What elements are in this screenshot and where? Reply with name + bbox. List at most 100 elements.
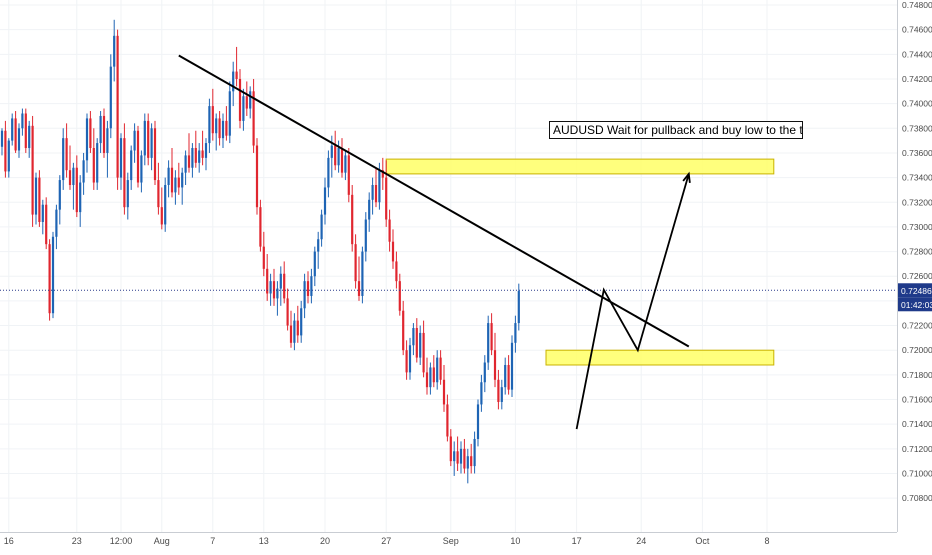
candle-body <box>456 451 459 464</box>
candle-body <box>368 199 371 220</box>
candle-body <box>170 167 174 193</box>
candle-body <box>187 155 191 168</box>
y-tick-label: 0.72800 <box>902 247 932 257</box>
candle-body <box>432 367 435 383</box>
candle-body <box>357 281 361 296</box>
candle-body <box>232 71 235 92</box>
candle-body <box>7 140 10 172</box>
candle-body <box>143 120 146 156</box>
candle-body <box>215 118 218 134</box>
candle-body <box>194 148 197 163</box>
candle-body <box>75 167 78 213</box>
candle-body <box>344 155 347 173</box>
candle-body <box>245 96 248 109</box>
candle-body <box>62 138 65 181</box>
candle-body <box>402 310 405 351</box>
candle-layer <box>0 19 520 484</box>
candle-body <box>405 350 408 373</box>
y-tick-label: 0.74200 <box>902 74 932 84</box>
candle-body <box>442 379 446 405</box>
candle-body <box>208 106 211 144</box>
candle-body <box>89 118 92 149</box>
supply-demand-zone <box>545 349 775 366</box>
zone-layer <box>385 158 775 366</box>
y-tick-label: 0.70800 <box>902 493 932 503</box>
countdown-label: 01:42:03 <box>901 300 932 310</box>
candle-body <box>116 35 119 178</box>
candle-body <box>507 364 510 390</box>
y-tick-label: 0.71400 <box>902 419 932 429</box>
candle-body <box>463 448 466 469</box>
x-tick-label: Aug <box>154 536 170 546</box>
candle-body <box>51 236 55 314</box>
candle-body <box>191 148 194 168</box>
candle-body <box>198 150 201 163</box>
candle-body <box>391 241 395 262</box>
candle-body <box>306 281 310 296</box>
candle-body <box>181 172 184 188</box>
candle-body <box>419 332 422 358</box>
candle-body <box>238 78 242 121</box>
candle-body <box>126 180 129 208</box>
x-tick-label: 7 <box>210 536 215 546</box>
x-tick-label: 16 <box>4 536 14 546</box>
candle-body <box>204 143 208 158</box>
candle-body <box>14 118 17 151</box>
candle-body <box>106 128 109 153</box>
candle-body <box>31 125 34 215</box>
candle-body <box>99 115 102 144</box>
candle-body <box>147 120 150 158</box>
candle-body <box>446 404 449 437</box>
candle-body <box>45 204 48 245</box>
y-tick-label: 0.73600 <box>902 148 932 158</box>
y-tick-label: 0.74400 <box>902 49 932 59</box>
candle-body <box>140 155 143 183</box>
y-tick-label: 0.74800 <box>902 0 932 10</box>
candle-body <box>113 35 116 67</box>
candle-body <box>361 251 364 296</box>
candle-body <box>136 130 140 183</box>
candle-body <box>164 184 167 225</box>
x-tick-label: 10 <box>510 536 520 546</box>
candle-body <box>364 219 367 252</box>
candle-body <box>504 364 507 388</box>
candle-body <box>201 150 204 158</box>
y-tick-label: 0.73400 <box>902 173 932 183</box>
candle-body <box>487 323 490 363</box>
countdown-tag <box>898 297 932 312</box>
candle-body <box>425 372 429 388</box>
candle-body <box>79 182 82 213</box>
candle-body <box>466 456 469 469</box>
annotation-label[interactable]: AUDUSD Wait for pullback and buy low to … <box>549 121 803 139</box>
candle-body <box>228 91 231 136</box>
x-tick-label: 27 <box>381 536 391 546</box>
candle-body <box>388 219 391 242</box>
candle-body <box>119 138 123 178</box>
candle-body <box>334 145 337 166</box>
candle-body <box>470 456 473 467</box>
candle-body <box>38 177 41 222</box>
candle-body <box>337 148 340 166</box>
candle-body <box>289 325 293 343</box>
last-price-tag <box>898 283 932 298</box>
candle-body <box>476 404 480 439</box>
candle-body <box>330 145 333 158</box>
y-tick-label: 0.72600 <box>902 271 932 281</box>
x-tick-label: 24 <box>636 536 646 546</box>
candle-body <box>82 160 85 183</box>
candle-body <box>211 106 214 134</box>
candle-body <box>85 118 89 161</box>
candle-body <box>153 128 157 181</box>
candle-body <box>490 323 493 351</box>
x-tick-label: 23 <box>72 536 82 546</box>
candle-body <box>276 288 279 299</box>
candle-body <box>150 128 153 158</box>
candle-body <box>327 157 330 188</box>
candle-body <box>480 382 483 405</box>
candle-body <box>65 138 68 171</box>
candle-body <box>374 184 378 203</box>
candle-body <box>4 130 7 172</box>
